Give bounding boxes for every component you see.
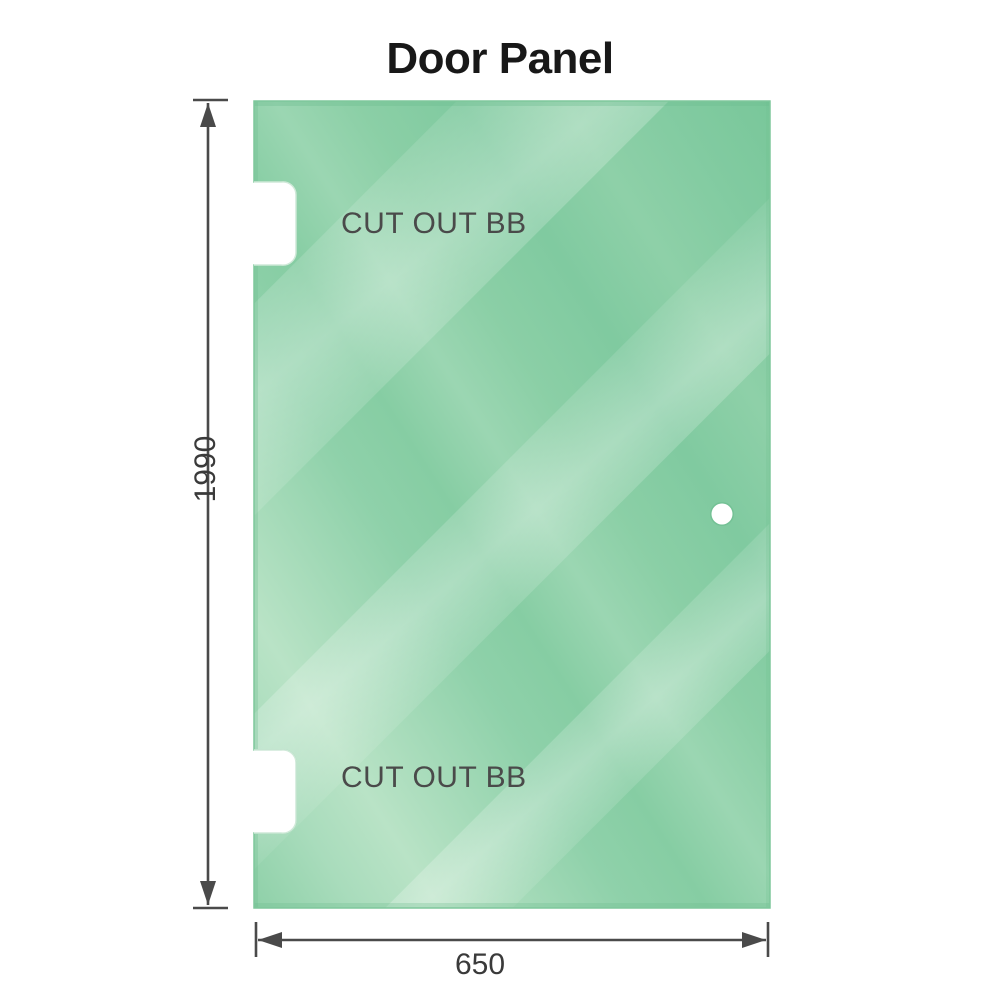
width-arrow-right: [742, 932, 766, 948]
cutout-label-lower: CUT OUT BB: [341, 761, 527, 794]
height-dimension-label: 1990: [189, 435, 222, 503]
handle-hole: [711, 503, 733, 525]
width-arrow-left: [258, 932, 282, 948]
height-dimension: [193, 98, 228, 910]
cutout-label-upper: CUT OUT BB: [341, 207, 527, 240]
height-arrow-top: [200, 103, 216, 127]
width-dimension-label: 650: [454, 948, 506, 981]
cutout-upper: [254, 181, 297, 266]
page-title: Door Panel: [386, 34, 614, 83]
height-arrow-bottom: [200, 881, 216, 905]
cutout-lower: [254, 749, 297, 834]
width-dimension: [254, 922, 770, 957]
